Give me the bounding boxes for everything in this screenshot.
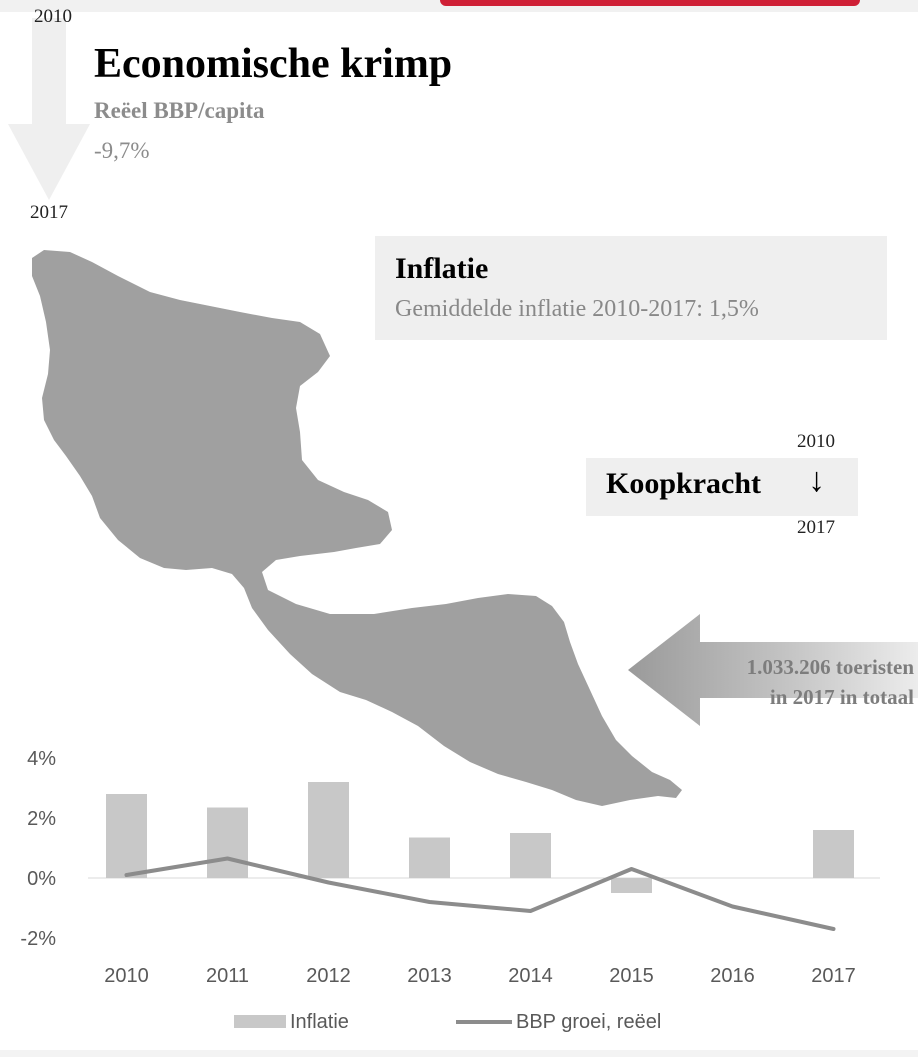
x-tick-label: 2015	[609, 965, 654, 987]
x-tick-label: 2017	[811, 965, 856, 987]
inflation-bar	[510, 833, 551, 878]
x-tick-label: 2014	[508, 965, 553, 987]
inflation-bar	[611, 878, 652, 893]
inflation-bar	[207, 807, 248, 878]
inflation-bar	[409, 837, 450, 878]
inflation-gdp-chart: 4% 2% 0% -2% 2010 2011 2012 2013 2014 2015 2016 201…	[20, 748, 880, 1033]
x-tick-label: 2013	[407, 965, 452, 987]
legend-bar-label: Inflatie	[290, 1011, 349, 1033]
bottom-band	[0, 1050, 918, 1057]
purchasing-power-box: Koopkracht ↓	[586, 458, 858, 516]
inflation-bar	[106, 794, 147, 878]
red-banner-fragment	[440, 0, 860, 6]
legend-bar-swatch	[234, 1015, 286, 1028]
tourist-arrow-icon	[628, 614, 918, 726]
page-title: Economische krimp	[94, 41, 453, 87]
gdp-year-start: 2010	[34, 6, 72, 27]
inflation-title: Inflatie	[395, 252, 489, 285]
y-tick-label: -2%	[20, 928, 56, 950]
gdp-growth-line	[124, 856, 836, 931]
x-tick-label: 2011	[206, 965, 249, 987]
x-tick-label: 2010	[104, 965, 149, 987]
inflation-bar	[308, 782, 349, 878]
y-tick-label: 0%	[27, 868, 56, 890]
inflation-info-box: Inflatie Gemiddelde inflatie 2010-2017: …	[375, 236, 887, 340]
pp-year-end: 2017	[797, 517, 835, 538]
tourists-text: 1.033.206 toeristen in 2017 in totaal	[662, 652, 914, 712]
legend-line-label: BBP groei, reëel	[516, 1011, 661, 1033]
pp-year-start: 2010	[797, 431, 835, 452]
top-band	[0, 0, 918, 12]
down-arrow-icon: ↓	[808, 462, 825, 499]
gdp-year-end: 2017	[30, 202, 68, 223]
tourists-line2: in 2017 in totaal	[769, 685, 914, 709]
y-tick-label: 2%	[27, 808, 56, 830]
big-down-arrow-icon	[8, 18, 90, 200]
tourists-line1: 1.033.206 toeristen	[746, 655, 914, 679]
inflation-average: Gemiddelde inflatie 2010-2017: 1,5%	[395, 296, 759, 322]
gdp-change-value: -9,7%	[94, 138, 150, 163]
y-tick-label: 4%	[27, 748, 56, 770]
inflation-bar	[813, 830, 854, 878]
purchasing-power-label: Koopkracht	[606, 467, 762, 500]
x-tick-label: 2016	[710, 965, 755, 987]
x-tick-label: 2012	[306, 965, 351, 987]
gdp-subtitle: Reëel BBP/capita	[94, 98, 265, 123]
